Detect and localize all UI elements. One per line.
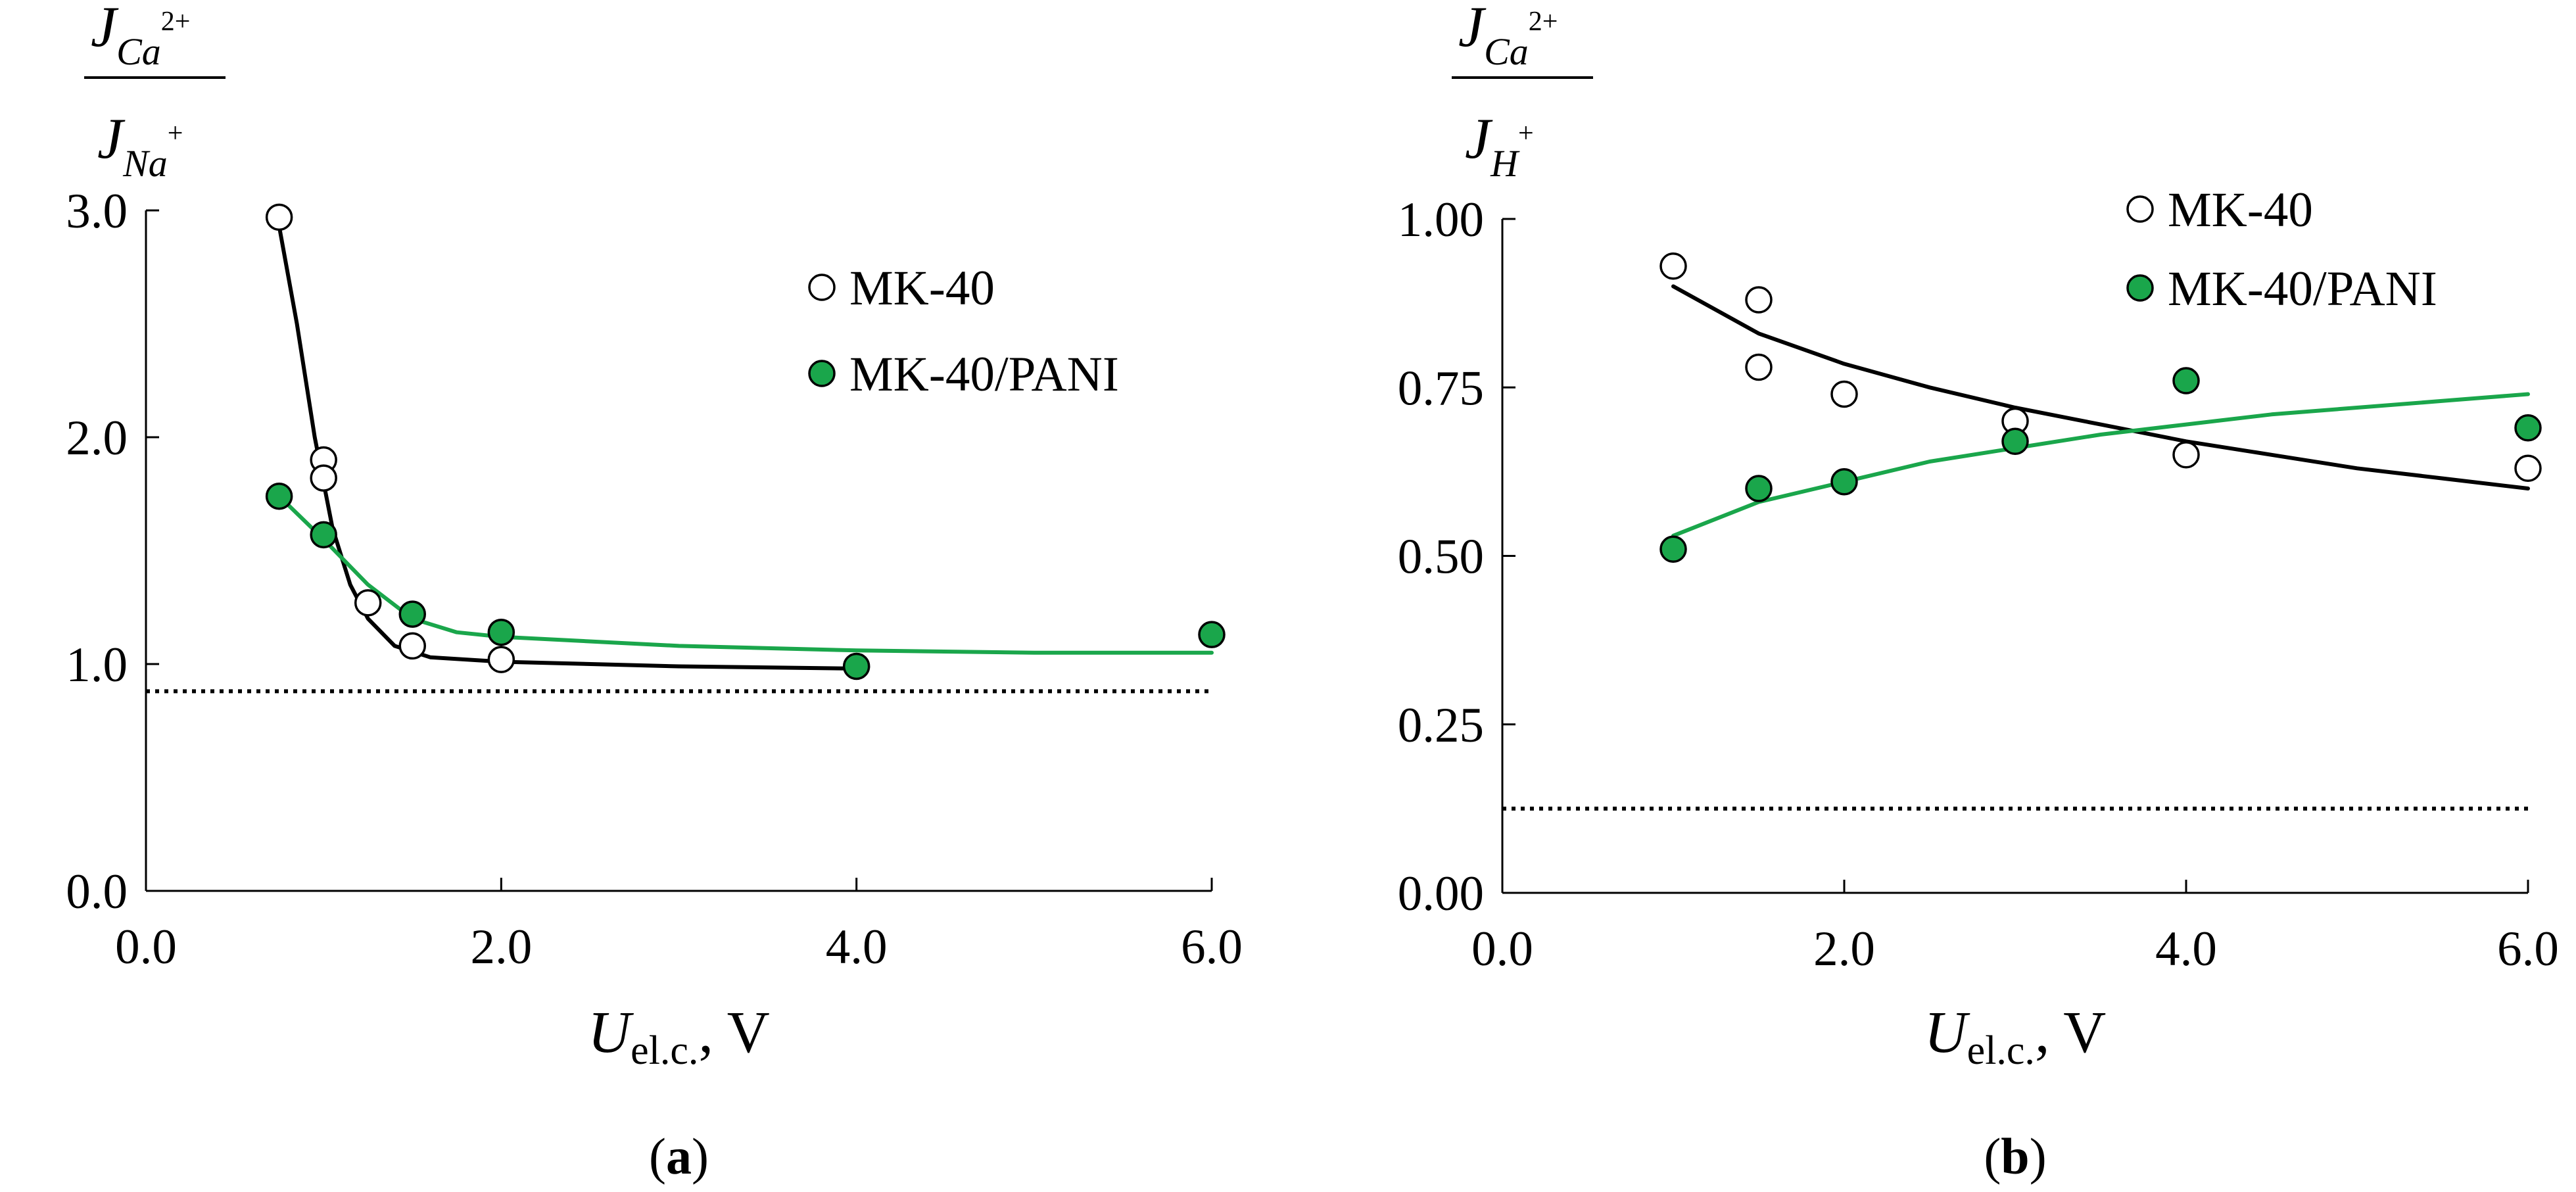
panel-label: (a): [649, 1128, 709, 1185]
y-tick-label: 0.00: [1398, 867, 1484, 921]
pani-data-point: [265, 482, 293, 510]
x-axis-title: Uel.c., V: [588, 1000, 770, 1073]
legend-label-mk40: MK-40: [2168, 183, 2313, 237]
mk40-data-point: [1659, 252, 1687, 280]
y-tick-label: 0.50: [1398, 530, 1484, 584]
x-tick-label: 6.0: [1181, 920, 1243, 974]
y-tick-label: 1.00: [1398, 193, 1484, 247]
mk40-fit-curve: [1671, 284, 2530, 490]
x-tick-label: 2.0: [1813, 922, 1875, 976]
mk40-fit-curve: [277, 224, 859, 671]
legend-label-pani: MK-40/PANI: [2168, 262, 2437, 316]
mk40-data-point: [1830, 380, 1858, 408]
panel-label: (b): [1984, 1128, 2046, 1185]
mk40-data-point: [1745, 286, 1773, 314]
legend: MK-40 MK-40/PANI: [2126, 183, 2437, 316]
chart-panel-b: 0.000.250.500.751.000.0 2.0 4.0 6.0MK-40MK-…: [1398, 0, 2559, 1185]
pani-fit-curve: [277, 494, 1214, 655]
legend-label-pani: MK-40/PANI: [849, 347, 1119, 402]
x-tick-label: 0.0: [1471, 922, 1533, 976]
mk40-data-point: [310, 464, 337, 492]
mk40-data-point: [487, 646, 515, 673]
x-tick-label: 6.0: [2497, 922, 2559, 976]
pani-data-point: [398, 600, 426, 628]
legend-marker-pani: [808, 360, 836, 387]
pani-data-point: [1830, 468, 1858, 496]
y-tick-label: 2.0: [66, 411, 128, 465]
pani-data-point: [1198, 621, 1226, 648]
y-label-numerator: JCa2+: [1458, 0, 1558, 73]
pani-data-point: [1659, 535, 1687, 563]
chart-panel-a: 0.0 1.0 2.0 3.0 0.0 2.0 4.0 6.0 MK-40 MK-40/PANI J…: [66, 0, 1243, 1185]
y-label-denominator: JNa+: [97, 107, 183, 185]
y-axis-label: JCa2+ JNa+: [84, 0, 226, 185]
y-tick-label: 0.75: [1398, 361, 1484, 416]
mk40-data-point: [354, 589, 382, 617]
y-tick-label: 0.0: [66, 865, 128, 919]
mk40-data-point: [2514, 454, 2542, 482]
pani-data-point: [310, 521, 337, 549]
mk40-data-point: [265, 203, 293, 231]
x-tick-label: 4.0: [826, 920, 888, 974]
x-axis-title: Uel.c., V: [1924, 1000, 2107, 1073]
x-tick-label: 4.0: [2155, 922, 2217, 976]
legend-label-mk40: MK-40: [849, 261, 995, 316]
mk40-data-point: [2172, 441, 2200, 469]
mk40-data-point: [398, 632, 426, 660]
y-tick-label: 0.25: [1398, 698, 1484, 753]
legend-marker-mk40: [2126, 195, 2154, 223]
pani-data-point: [1745, 475, 1773, 502]
x-tick-label: 2.0: [470, 920, 532, 974]
pani-data-point: [842, 652, 871, 680]
y-tick-label: 1.0: [66, 638, 128, 692]
pani-data-point: [487, 618, 515, 646]
legend-marker-pani: [2126, 274, 2154, 302]
y-label-denominator: JH+: [1465, 107, 1534, 185]
pani-data-point: [2001, 427, 2029, 455]
mk40-data-point: [1745, 353, 1773, 381]
pani-fit-curve: [1671, 392, 2530, 538]
legend-marker-mk40: [808, 274, 836, 301]
x-tick-label: 0.0: [115, 920, 177, 974]
y-tick-label: 3.0: [66, 184, 128, 239]
pani-data-point: [2514, 414, 2542, 442]
y-label-numerator: JCa2+: [91, 0, 190, 73]
y-axis-label: JCa2+ JH+: [1452, 0, 1593, 185]
pani-data-point: [2172, 367, 2200, 394]
legend: MK-40 MK-40/PANI: [808, 261, 1119, 402]
